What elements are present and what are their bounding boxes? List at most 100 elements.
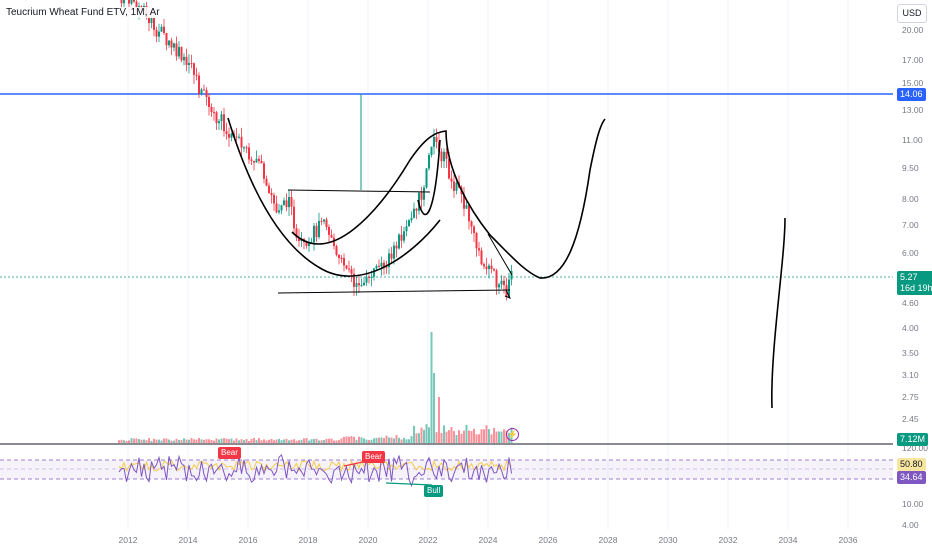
candle-body [170,40,173,48]
candle-body [480,250,483,265]
candle-body [375,265,378,269]
volume-bar [188,439,190,443]
svg-text:11.00: 11.00 [902,135,923,145]
volume-bar [165,438,168,443]
volume-bar [453,431,455,443]
volume-bar [423,429,425,443]
volume-bar [370,439,373,443]
bull-divergence-flag[interactable]: Bull [424,485,444,497]
candle-body [325,219,328,228]
candle-body [240,136,243,148]
candle-body [358,283,360,286]
lightning-icon[interactable]: ⚡ [506,428,519,441]
volume-bar [248,440,250,443]
svg-text:2024: 2024 [479,535,498,545]
volume-bar [430,332,433,443]
cup-curve-drawing [227,117,441,277]
candle-body [155,29,158,37]
candle-body [345,265,348,269]
volume-bar [480,429,483,443]
symbol-title[interactable]: Teucrium Wheat Fund ETV, 1M, Ar [4,7,162,18]
upper-trend-drawing [487,233,513,276]
volume-bar [220,438,223,443]
volume-bar [260,440,263,443]
volume-bar [240,439,243,443]
volume-bar [398,437,400,443]
svg-text:6.00: 6.00 [902,248,919,258]
candle-body [405,226,408,232]
candle-body [335,246,338,255]
price-scale[interactable]: 20.00 17.00 15.00 13.00 11.00 9.50 8.00 … [902,25,928,530]
volume-bar [295,440,298,443]
volume-bar [175,438,178,443]
candle-body [413,208,415,218]
volume-bar [485,425,488,443]
candle-body [278,210,280,213]
volume-bar [130,438,133,443]
volume-bar [318,440,320,443]
candle-body [320,220,323,222]
svg-text:20.00: 20.00 [902,25,924,35]
candle-body [160,26,163,32]
user-drawings[interactable] [227,117,786,409]
volume-bar [395,435,398,443]
volume-bar [238,440,240,443]
svg-text:2022: 2022 [419,535,438,545]
candle-body [385,266,388,268]
volume-bar [500,431,503,443]
candle-body [323,219,325,222]
volume-bar [373,438,375,443]
candle-body [470,221,473,227]
candle-body [400,234,403,241]
candle-body [355,283,358,287]
svg-text:4.00: 4.00 [902,520,919,530]
currency-button[interactable]: USD [897,4,927,23]
candle-body [213,112,215,114]
candle-body [338,254,340,258]
volume-bar [490,434,493,443]
svg-text:2.75: 2.75 [902,392,919,402]
candle-body [478,248,480,251]
candle-body [450,178,453,182]
projection-drawing [771,217,786,409]
bull-divergence-line [385,482,433,486]
volume-bar [400,439,403,443]
volume-bar [465,424,468,443]
volume-bar [348,436,350,443]
volume-bar [443,425,445,443]
volume-bar [225,438,228,443]
candle-body [388,253,390,268]
candle-body [245,147,248,149]
candle-body [368,276,370,278]
svg-text:2018: 2018 [299,535,318,545]
candle-body [235,136,238,138]
candle-body [383,262,385,267]
volume-bar [228,439,230,443]
volume-bar [503,429,505,443]
volume-bar [358,436,360,443]
candle-body [398,234,400,249]
candle-body [443,151,445,162]
volume-tag: 7.12M [897,433,929,446]
candle-body [225,131,228,134]
volume-bar [298,440,300,443]
volume-bar [185,439,188,443]
candle-body [455,182,458,191]
volume-bar [463,430,465,443]
volume-bar [170,440,173,443]
bear-divergence-flag[interactable]: Bear [362,451,385,463]
candle-body [258,158,260,161]
volume-bar [243,440,245,443]
candle-body [198,75,200,94]
candle-body [420,192,423,200]
volume-bar [270,438,273,443]
volume-bar [488,429,490,443]
time-scale[interactable]: 2012 2014 2016 2018 2020 2022 2024 2026 … [119,535,858,545]
bear-divergence-flag[interactable]: Bear [218,447,241,459]
candle-body [253,160,255,163]
volume-bar [120,439,123,443]
candle-body [308,242,310,246]
candle-body [205,90,208,97]
candle-body [268,185,270,193]
